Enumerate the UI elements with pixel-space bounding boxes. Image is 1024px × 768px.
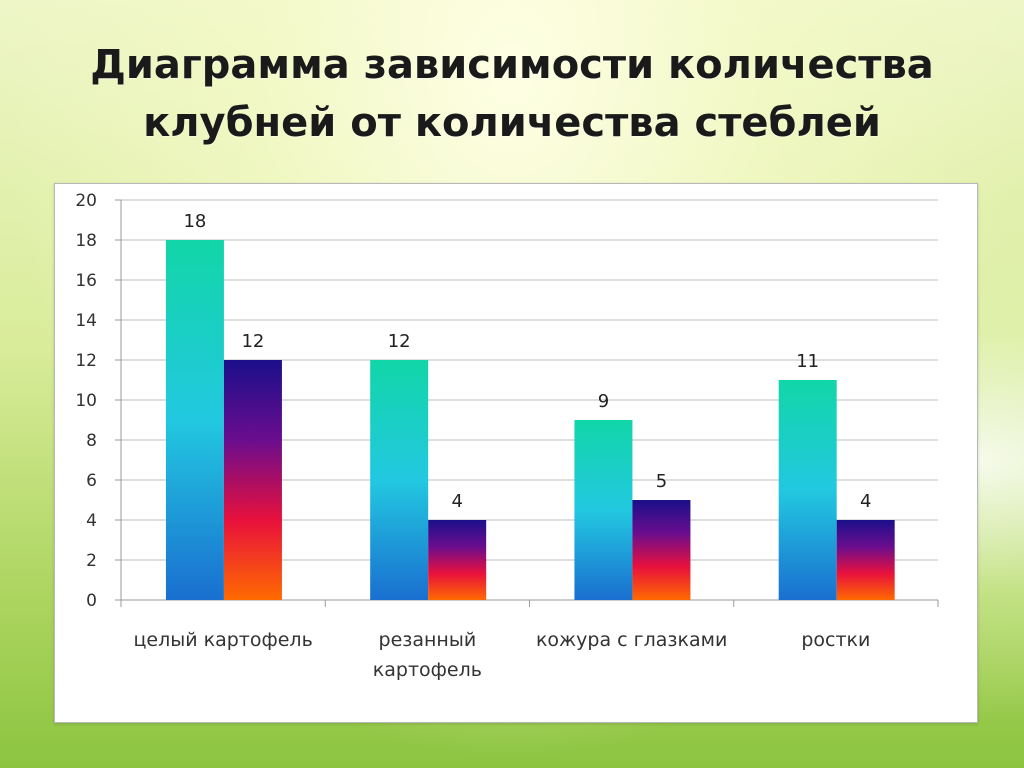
y-tick-label-8: 8 [86, 431, 97, 451]
bar-s0-c2 [574, 420, 633, 600]
category-label-1-0: резанный [379, 629, 477, 651]
data-label-s1-c2: 5 [656, 471, 667, 492]
category-label-2-0: кожура с глазками [536, 629, 727, 651]
bar-s1-c2 [632, 500, 691, 600]
y-tick-label-14: 14 [75, 311, 97, 331]
y-tick-label-16: 16 [75, 271, 97, 291]
y-tick-label-18: 18 [75, 231, 97, 251]
y-tick-label-2: 2 [86, 551, 97, 571]
bar-s1-c3 [836, 520, 895, 600]
data-label-s0-c3: 11 [796, 351, 819, 372]
bars [165, 240, 895, 600]
bar-s1-c1 [428, 520, 487, 600]
category-label-3-0: ростки [801, 629, 870, 651]
y-tick-label-10: 10 [75, 391, 97, 411]
y-tick-label-12: 12 [75, 351, 97, 371]
slide-title: Диаграмма зависимости количества клубней… [60, 36, 964, 152]
data-label-s0-c1: 12 [388, 331, 411, 352]
data-label-s0-c0: 18 [183, 211, 206, 232]
data-label-s1-c1: 4 [451, 491, 462, 512]
bar-chart: 0 2 4 6 8 10 12 14 16 18 20 целый картофель резанный… [75, 191, 939, 681]
data-labels: 18 12 12 4 9 5 11 4 [183, 211, 871, 512]
bar-s0-c3 [778, 380, 837, 600]
slide-title-line-2: клубней от количества стеблей [143, 100, 881, 146]
data-label-s1-c3: 4 [860, 491, 871, 512]
chart-panel: 0 2 4 6 8 10 12 14 16 18 20 целый картофель резанный… [54, 183, 978, 723]
slide-title-line-1: Диаграмма зависимости количества [90, 42, 934, 88]
category-label-0-0: целый картофель [133, 629, 312, 651]
bar-s1-c0 [223, 360, 282, 600]
y-tick-label-0: 0 [86, 591, 97, 611]
y-tick-label-4: 4 [86, 511, 97, 531]
data-label-s1-c0: 12 [241, 331, 264, 352]
y-tick-label-6: 6 [86, 471, 97, 491]
bar-s0-c0 [165, 240, 224, 600]
bar-s0-c1 [370, 360, 429, 600]
category-label-1-1: картофель [373, 659, 482, 681]
y-tick-label-20: 20 [75, 191, 97, 211]
data-label-s0-c2: 9 [598, 391, 609, 412]
